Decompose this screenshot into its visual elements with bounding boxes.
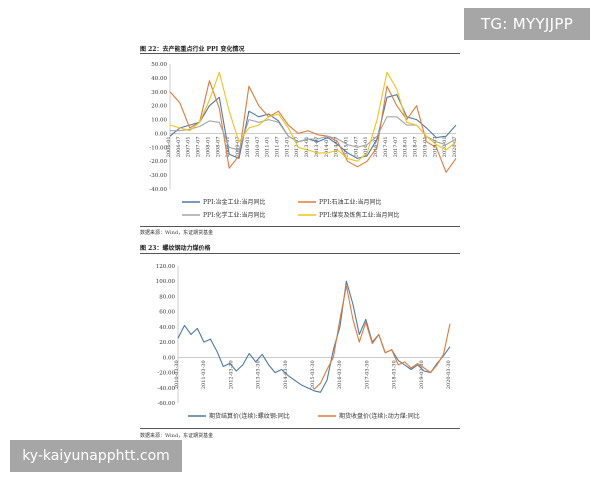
chart1-ytick-label: -30.00 — [149, 173, 167, 179]
chart1-xtick-label: 2010-07 — [255, 136, 261, 157]
chart2-series-1-line — [313, 285, 451, 390]
chart1-ytick-label: 30.00 — [151, 90, 167, 96]
chart2-ytick-label: -60.00 — [157, 401, 175, 407]
chart2-xtick-label: 2018-03-30 — [392, 360, 398, 389]
chart1-xtick-label: 2006-01 — [166, 136, 172, 157]
chart1-xtick-label: 2008-07 — [215, 136, 221, 157]
figure22-bottom-rule — [140, 226, 460, 227]
chart2-xtick-label: 2013-03-30 — [256, 360, 262, 389]
chart1-xtick-label: 2017-07 — [393, 136, 399, 157]
chart1-series-1-line — [169, 80, 457, 173]
chart2-ytick-label: 0.00 — [163, 355, 176, 361]
chart2-xtick-label: 2012-03-30 — [228, 360, 234, 389]
chart1-xtick-label: 2019-01 — [422, 136, 428, 157]
watermark-bottom: ky-kaiyunapphtt.com — [10, 440, 182, 472]
chart2-xtick-label: 2020-03-30 — [446, 360, 452, 389]
chart2-xtick-label: 2016-03-30 — [337, 360, 343, 389]
chart1-ytick-label: 40.00 — [151, 76, 167, 82]
chart2-xtick-label: 2010-03-30 — [174, 360, 180, 389]
chart1-xtick-label: 2012-01 — [284, 136, 290, 157]
chart1-xtick-label: 2017-01 — [383, 136, 389, 157]
chart2-ytick-label: 80.00 — [159, 294, 175, 300]
figure23-top-rule — [140, 253, 460, 254]
chart1-ytick-label: 0.00 — [155, 131, 168, 137]
chart1-ytick-label: -20.00 — [149, 159, 167, 165]
watermark-top: TG: MYYJJPP — [464, 8, 590, 40]
figure23-title: 图 23：螺纹钢动力煤价格 — [140, 245, 211, 252]
figure22-top-rule — [140, 53, 460, 54]
chart1-xtick-label: 2018-01 — [403, 136, 409, 157]
chart1-series-2-line — [170, 116, 457, 151]
chart2-xtick-label: 2019-03-30 — [419, 360, 425, 389]
chart1-ytick-label: 50.00 — [151, 62, 167, 68]
figure22-source: 数据来源：Wind，东证期货基金 — [140, 230, 214, 236]
figure23-chart: 120.00 100.00 80.00 60.00 40.00 20.00 0.00 -20.… — [156, 264, 452, 420]
chart1-xtick-label: 2013-07 — [314, 136, 320, 157]
chart1-xtick-label: 2020-01 — [442, 136, 448, 157]
chart2-legend-label: 期货结算价(连续):螺纹钢:同比 — [209, 412, 290, 420]
chart2-xtick-label: 2014-03-30 — [283, 360, 289, 389]
chart1-xtick-label: 2009-07 — [235, 136, 241, 157]
chart2-ytick-label: 120.00 — [156, 264, 176, 270]
chart1-xtick-label: 2013-01 — [304, 136, 310, 157]
chart1-xtick-label: 2015-01 — [344, 136, 350, 157]
chart2-ytick-label: 100.00 — [156, 279, 176, 285]
chart2-xtick-label: 2017-03-30 — [364, 360, 370, 389]
chart2-ytick-label: 20.00 — [159, 340, 175, 346]
chart2-xtick-label: 2015-03-30 — [310, 360, 316, 389]
chart1-legend-label: PPI:石油工业:当月同比 — [319, 198, 382, 206]
figure22-chart: 50.00 40.00 30.00 20.00 10.00 0.00 -10.00 -20.0… — [149, 62, 458, 219]
chart2-ytick-label: 40.00 — [159, 325, 175, 331]
chart1-xtick-label: 2018-07 — [413, 136, 419, 157]
chart1-ytick-label: -10.00 — [149, 145, 167, 151]
chart1-xtick-label: 2016-01 — [363, 136, 369, 157]
chart1-series-3-line — [169, 71, 457, 162]
chart1-ytick-label: 20.00 — [151, 104, 167, 110]
figure22-title: 图 22：去产能重点行业 PPI 变化情况 — [140, 46, 245, 53]
chart1-xtick-label: 2010-01 — [245, 136, 251, 157]
chart2-legend-label: 期货收盘价(连续):动力煤:同比 — [339, 412, 420, 420]
chart2-ytick-label: -20.00 — [157, 371, 175, 377]
chart2-series-0-line — [177, 280, 451, 393]
figure23-bottom-rule — [140, 428, 460, 429]
chart1-xtick-label: 2011-07 — [274, 136, 280, 157]
chart1-xtick-label: 2007-01 — [186, 136, 192, 157]
chart1-xtick-label: 2012-07 — [294, 136, 300, 157]
chart2-ytick-label: 60.00 — [159, 310, 175, 316]
chart1-legend-label: PPI:冶金工业:当月同比 — [203, 198, 266, 206]
figure23-source: 数据来源：Wind，东证期货基金 — [140, 433, 214, 439]
chart1-ytick-label: -40.00 — [149, 187, 167, 193]
chart2-xtick-label: 2011-03-30 — [201, 360, 207, 389]
chart1-legend-label: PPI:煤炭及炼焦工业:当月同比 — [319, 211, 400, 219]
chart1-xtick-label: 2016-07 — [373, 136, 379, 157]
chart2-ytick-label: -40.00 — [157, 386, 175, 392]
chart1-xtick-label: 2014-01 — [324, 136, 330, 157]
chart1-ytick-label: 10.00 — [151, 118, 167, 124]
chart1-xtick-label: 2020-07 — [452, 136, 458, 157]
chart1-legend-label: PPI:化学工业:当月同比 — [203, 211, 266, 219]
chart1-xtick-label: 2007-07 — [196, 136, 202, 157]
chart1-xtick-label: 2008-01 — [205, 136, 211, 157]
chart1-xtick-label: 2006-07 — [176, 136, 182, 157]
chart1-xtick-label: 2014-07 — [334, 136, 340, 157]
chart1-xtick-label: 2011-01 — [265, 136, 271, 157]
